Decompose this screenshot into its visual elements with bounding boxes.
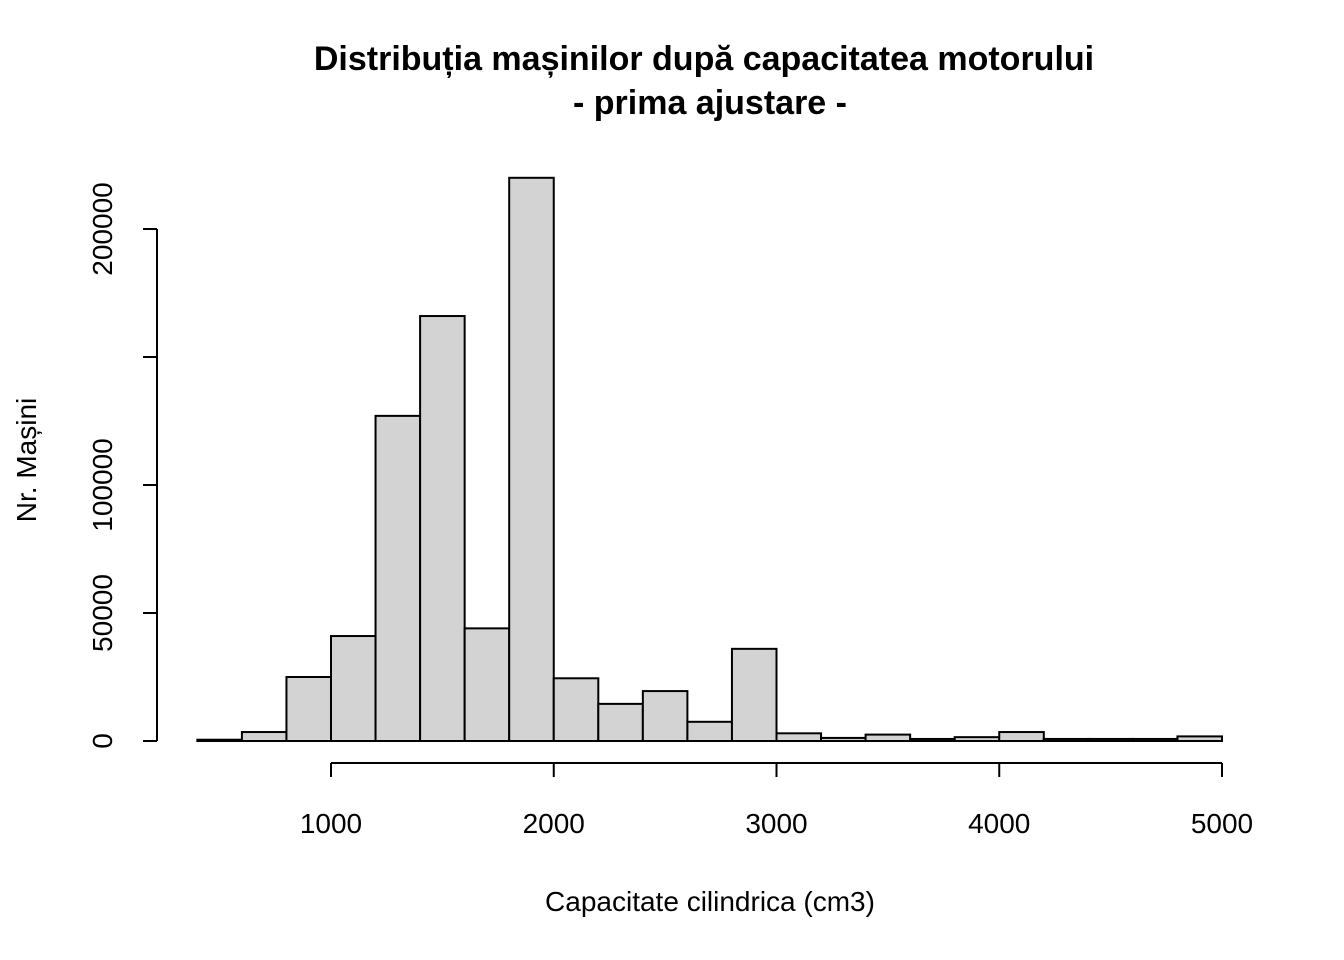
- x-tick-label: 3000: [745, 808, 807, 839]
- histogram-bar: [1087, 737, 1134, 743]
- histogram-bar: [686, 720, 733, 742]
- x-axis: 1000 2000 3000 4000 5000: [300, 762, 1253, 839]
- histogram-bar: [864, 733, 912, 742]
- chart-title-line2: - prima ajustare -: [573, 84, 847, 122]
- histogram-bar: [240, 731, 288, 742]
- x-tick-label: 4000: [968, 808, 1030, 839]
- histogram-bar: [1176, 735, 1223, 743]
- histogram-bar: [953, 736, 1001, 742]
- y-axis-label: Nr. Mașini: [11, 398, 42, 522]
- y-tick-label: 50000: [87, 574, 118, 652]
- histogram-bar: [820, 736, 867, 742]
- histogram-bar: [1042, 737, 1090, 743]
- y-tick-label: 100000: [87, 438, 118, 531]
- y-axis: 0 50000 100000 200000: [87, 182, 158, 749]
- histogram-bar: [463, 627, 511, 742]
- histogram-bar: [508, 176, 555, 743]
- x-tick-label: 5000: [1191, 808, 1253, 839]
- histogram-bar: [775, 732, 823, 743]
- y-tick-label: 200000: [87, 182, 118, 275]
- histogram-bar: [374, 414, 422, 742]
- histogram-bar: [641, 690, 689, 743]
- histogram-bar: [998, 731, 1045, 742]
- histogram-bar: [909, 737, 956, 743]
- histogram-bar: [196, 738, 243, 742]
- histogram-bar: [597, 702, 644, 743]
- histogram-bar: [330, 635, 377, 742]
- x-tick-label: 2000: [523, 808, 585, 839]
- histogram-bar: [552, 677, 600, 743]
- x-axis-label: Capacitate cilindrica (cm3): [545, 886, 875, 917]
- x-tick-label: 1000: [300, 808, 362, 839]
- histogram-bar: [730, 647, 778, 743]
- histogram-bars: [196, 176, 1223, 743]
- histogram-bar: [1131, 737, 1179, 743]
- histogram-bar: [285, 676, 333, 742]
- histogram-bar: [419, 315, 466, 742]
- chart-title-line1: Distribuția mașinilor după capacitatea m…: [314, 40, 1094, 78]
- y-tick-label: 0: [87, 733, 118, 749]
